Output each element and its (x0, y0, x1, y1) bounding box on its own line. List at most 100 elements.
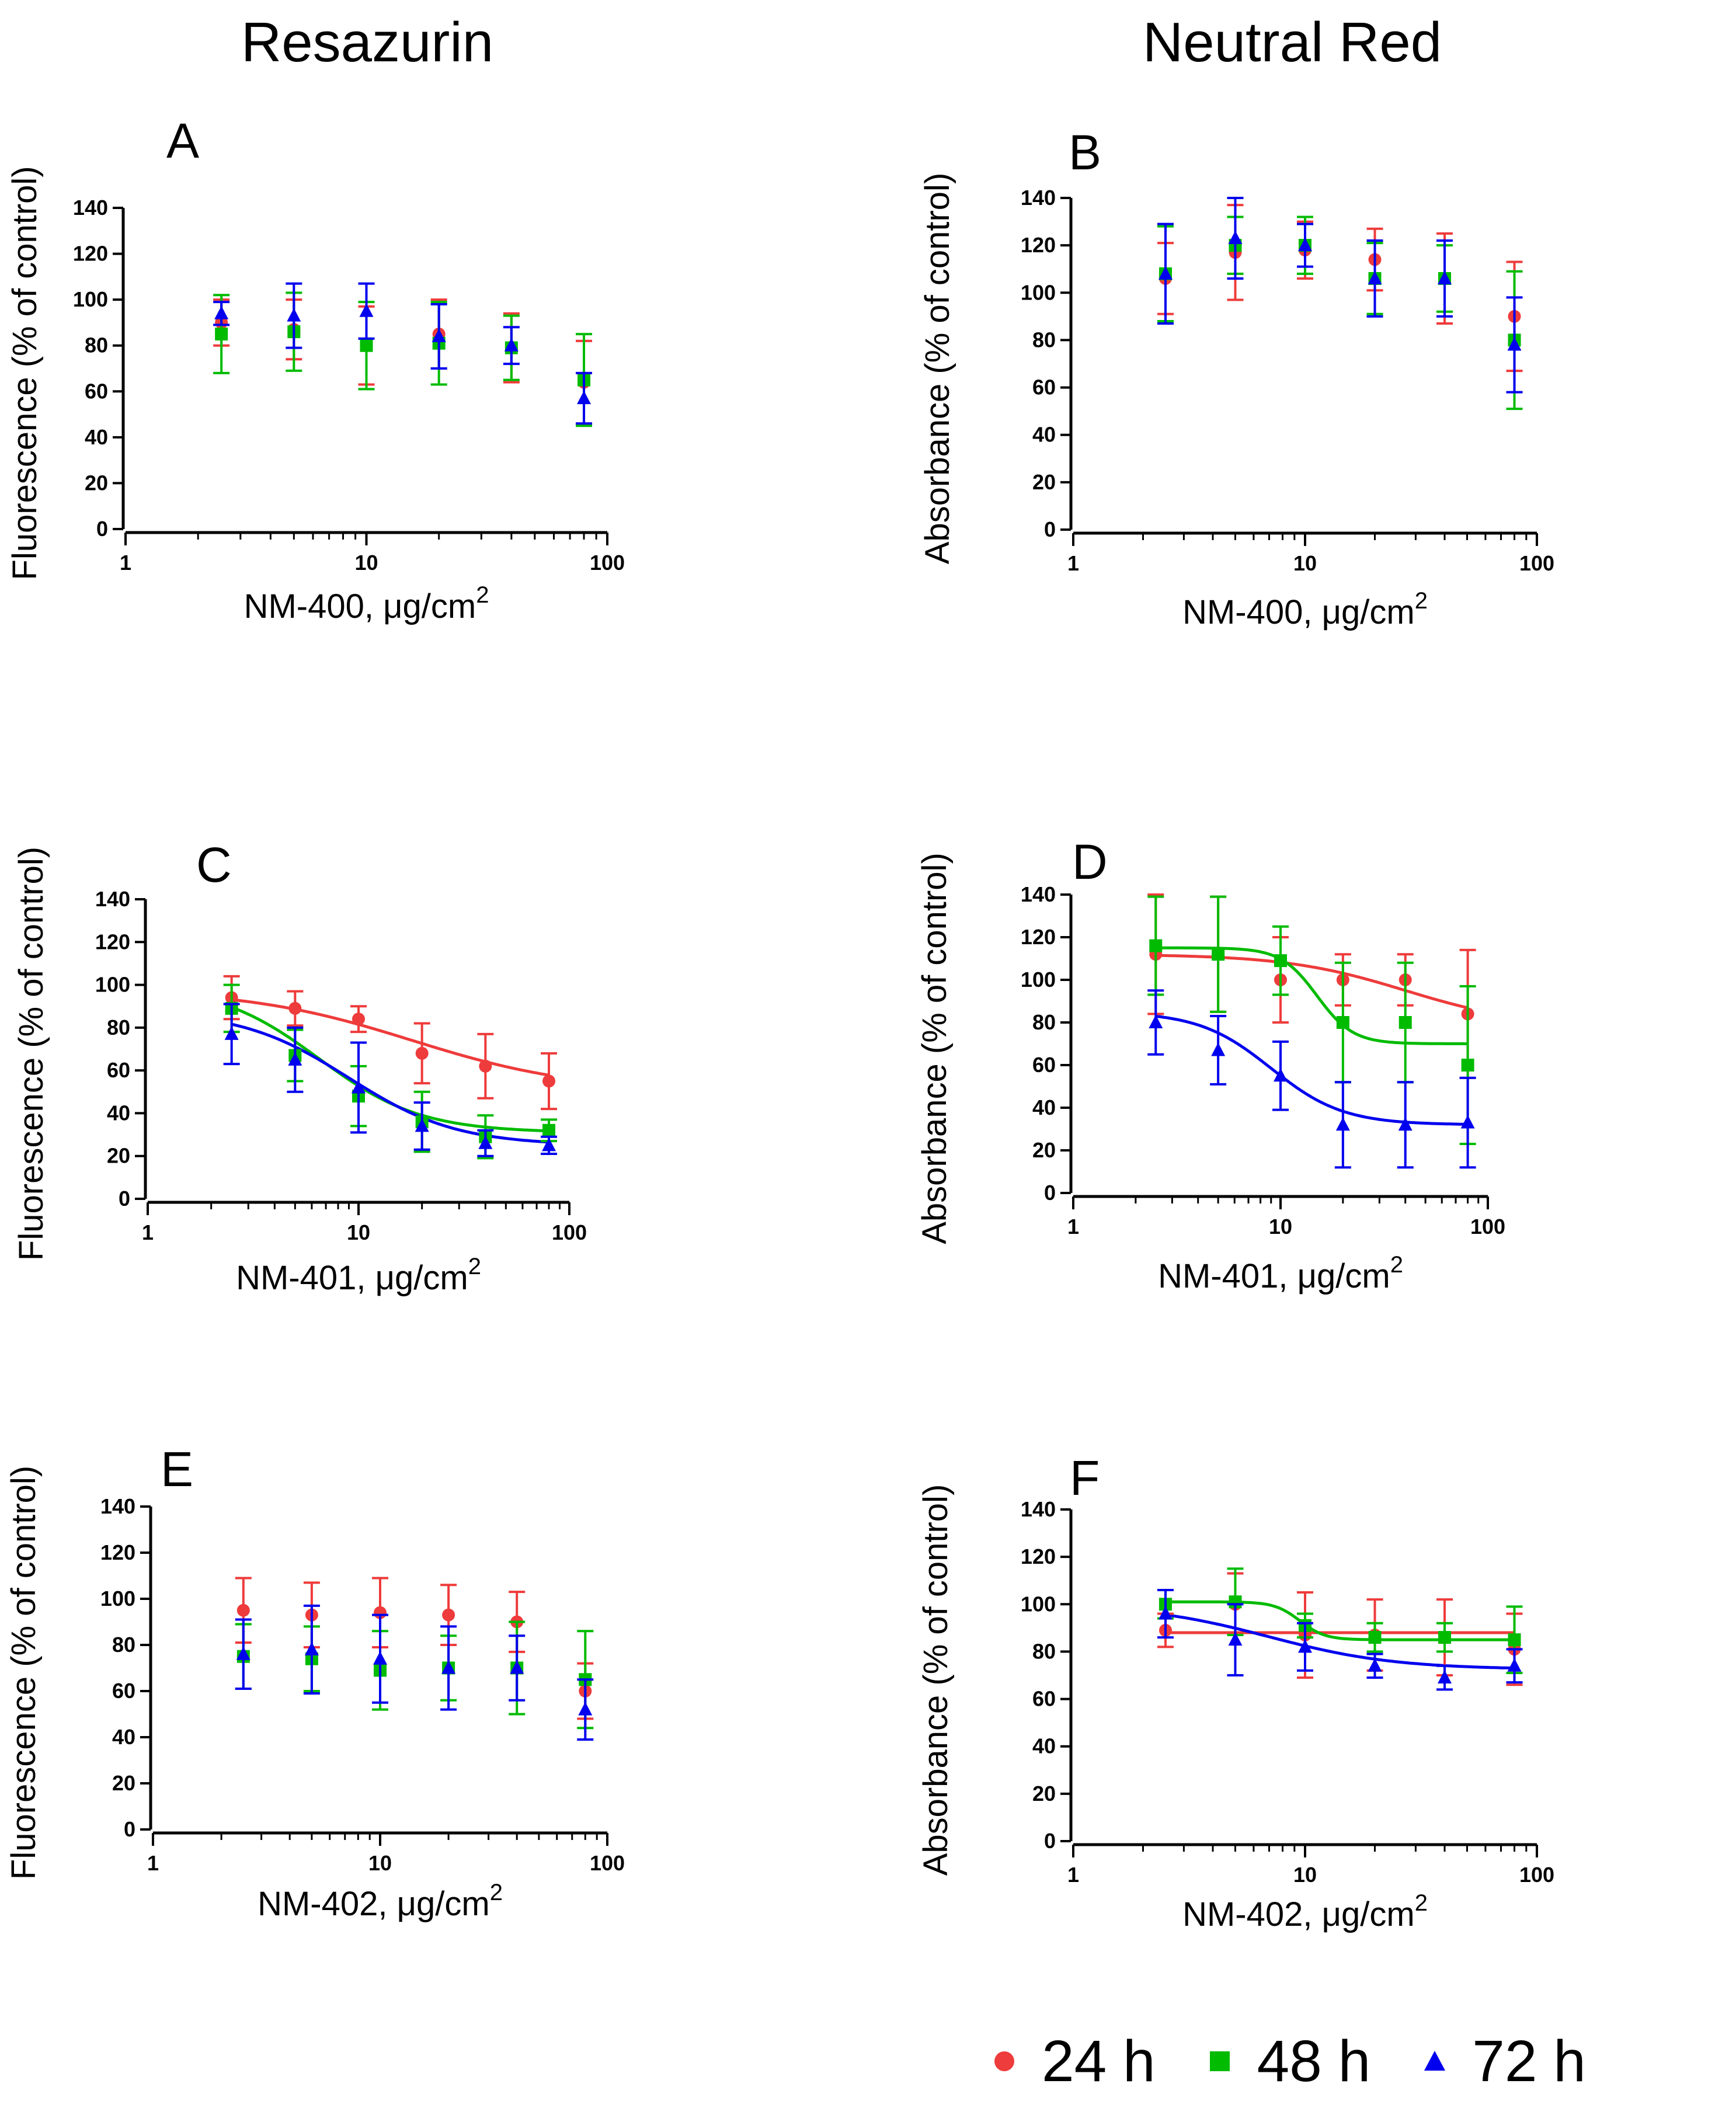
series-24h (213, 298, 593, 425)
series-48h (1157, 1567, 1523, 1674)
x-tick-label: 1 (120, 551, 131, 575)
data-point-24h (542, 1074, 556, 1088)
y-tick-label: 120 (95, 930, 130, 954)
series-24h (235, 1577, 594, 1720)
data-point-72h (577, 391, 592, 405)
y-tick-label: 100 (1021, 1592, 1056, 1616)
data-point-72h (1298, 238, 1312, 252)
y-tick-label: 80 (1032, 1010, 1056, 1034)
data-point-72h (1507, 1658, 1522, 1672)
data-point-48h (1336, 1016, 1349, 1029)
y-tick-label: 140 (73, 196, 108, 220)
y-tick-label: 60 (1032, 1053, 1056, 1077)
legend-label-48h: 48 h (1257, 2028, 1371, 2094)
y-tick-label: 40 (85, 425, 108, 449)
y-tick-label: 20 (1032, 1138, 1056, 1162)
fit-curve-48h (1166, 1600, 1515, 1641)
x-axis-label-superscript: 2 (1415, 1890, 1428, 1916)
y-tick-label: 80 (85, 333, 108, 357)
y-tick-label: 0 (119, 1187, 130, 1210)
x-axis-label: NM-400, μg/cm2 (244, 582, 489, 625)
y-tick-label: 60 (85, 379, 108, 403)
x-axis-label: NM-402, μg/cm2 (1182, 1890, 1428, 1933)
panel-letter: A (166, 113, 199, 168)
y-tick-label: 40 (107, 1101, 130, 1125)
x-tick-label: 1 (1067, 1863, 1079, 1887)
data-point-72h (1149, 1015, 1163, 1028)
data-point-48h (1149, 939, 1163, 952)
data-point-72h (578, 1702, 593, 1716)
data-point-72h (1228, 1632, 1243, 1646)
y-tick-label: 20 (112, 1771, 135, 1795)
fit-curve-72h (1155, 1014, 1468, 1126)
y-tick-label: 0 (96, 517, 108, 541)
column-title-neutral-red: Neutral Red (1142, 11, 1442, 74)
series-24h (1157, 204, 1523, 373)
data-point-72h (1368, 1658, 1382, 1672)
y-tick-label: 120 (1021, 1544, 1056, 1568)
series-72h (235, 1604, 594, 1741)
y-tick-label: 120 (73, 242, 108, 266)
y-tick-label: 0 (124, 1817, 135, 1841)
data-point-72h (415, 1118, 429, 1132)
y-tick-label: 20 (1032, 1782, 1056, 1806)
y-tick-label: 140 (1021, 1497, 1056, 1521)
data-point-24h (479, 1059, 492, 1073)
x-tick-label: 10 (347, 1220, 370, 1244)
data-point-48h (1508, 1633, 1521, 1647)
fit-curve-24h (231, 998, 549, 1077)
y-tick-label: 120 (100, 1540, 135, 1564)
fit-curve-72h (231, 1022, 549, 1144)
legend-item-72h: 72 h (1423, 2028, 1586, 2095)
x-axis-label-main: NM-402, μg/cm (1182, 1895, 1415, 1933)
data-point-24h (415, 1046, 429, 1060)
data-point-72h (1228, 230, 1243, 244)
data-point-24h (442, 1608, 455, 1622)
data-point-72h (542, 1137, 556, 1152)
y-tick-label: 100 (100, 1587, 135, 1610)
legend-marker-72h (1424, 2051, 1446, 2071)
data-point-72h (1211, 1042, 1226, 1056)
series-72h (1157, 197, 1523, 394)
panel-letter: D (1072, 834, 1108, 889)
legend-label-24h: 24 h (1042, 2028, 1156, 2094)
data-point-72h (236, 1646, 251, 1660)
x-axis-label-main: NM-401, μg/cm (236, 1259, 468, 1297)
data-point-72h (359, 303, 374, 317)
data-point-48h (1398, 1016, 1412, 1029)
y-tick-label: 140 (95, 887, 130, 911)
column-title-resazurin: Resazurin (241, 11, 494, 74)
x-tick-label: 10 (1269, 1215, 1292, 1239)
y-tick-label: 0 (1044, 517, 1056, 541)
panel-B: B 0 20 40 60 80 100 120 140 1 10 100 NM-400, μg/cm2 A… (919, 125, 1554, 631)
data-point-72h (1298, 1639, 1312, 1653)
legend-marker-48h (1209, 2051, 1230, 2071)
y-axis-label: Fluorescence (% of control) (12, 847, 50, 1261)
x-axis-label-superscript: 2 (476, 582, 489, 608)
data-point-72h (1398, 1117, 1413, 1131)
fit-curve-72h (1165, 1613, 1515, 1670)
series-48h (223, 983, 558, 1160)
x-tick-label: 10 (1293, 551, 1317, 575)
y-tick-label: 100 (1021, 280, 1056, 304)
y-axis-label: Absorbance (% of control) (919, 173, 956, 565)
legend-label-72h: 72 h (1472, 2028, 1586, 2094)
x-tick-label: 100 (590, 1851, 625, 1875)
x-axis-label-superscript: 2 (1390, 1252, 1403, 1278)
x-tick-label: 1 (142, 1220, 154, 1244)
data-point-72h (224, 1026, 239, 1040)
x-axis-label: NM-400, μg/cm2 (1182, 588, 1428, 631)
x-axis-label-main: NM-400, μg/cm (1182, 593, 1415, 631)
y-tick-label: 60 (1032, 375, 1056, 399)
y-tick-label: 20 (1032, 470, 1056, 494)
data-point-72h (287, 308, 301, 322)
x-axis-label-main: NM-401, μg/cm (1158, 1257, 1390, 1295)
y-tick-label: 120 (1021, 925, 1056, 949)
x-tick-label: 100 (1470, 1215, 1505, 1239)
x-tick-label: 10 (368, 1851, 392, 1875)
panel-letter: B (1069, 125, 1101, 180)
data-point-72h (1438, 270, 1452, 284)
fit-curve-48h (231, 1006, 549, 1133)
legend-item-24h: 24 h (993, 2028, 1156, 2095)
x-tick-label: 10 (1293, 1863, 1317, 1887)
